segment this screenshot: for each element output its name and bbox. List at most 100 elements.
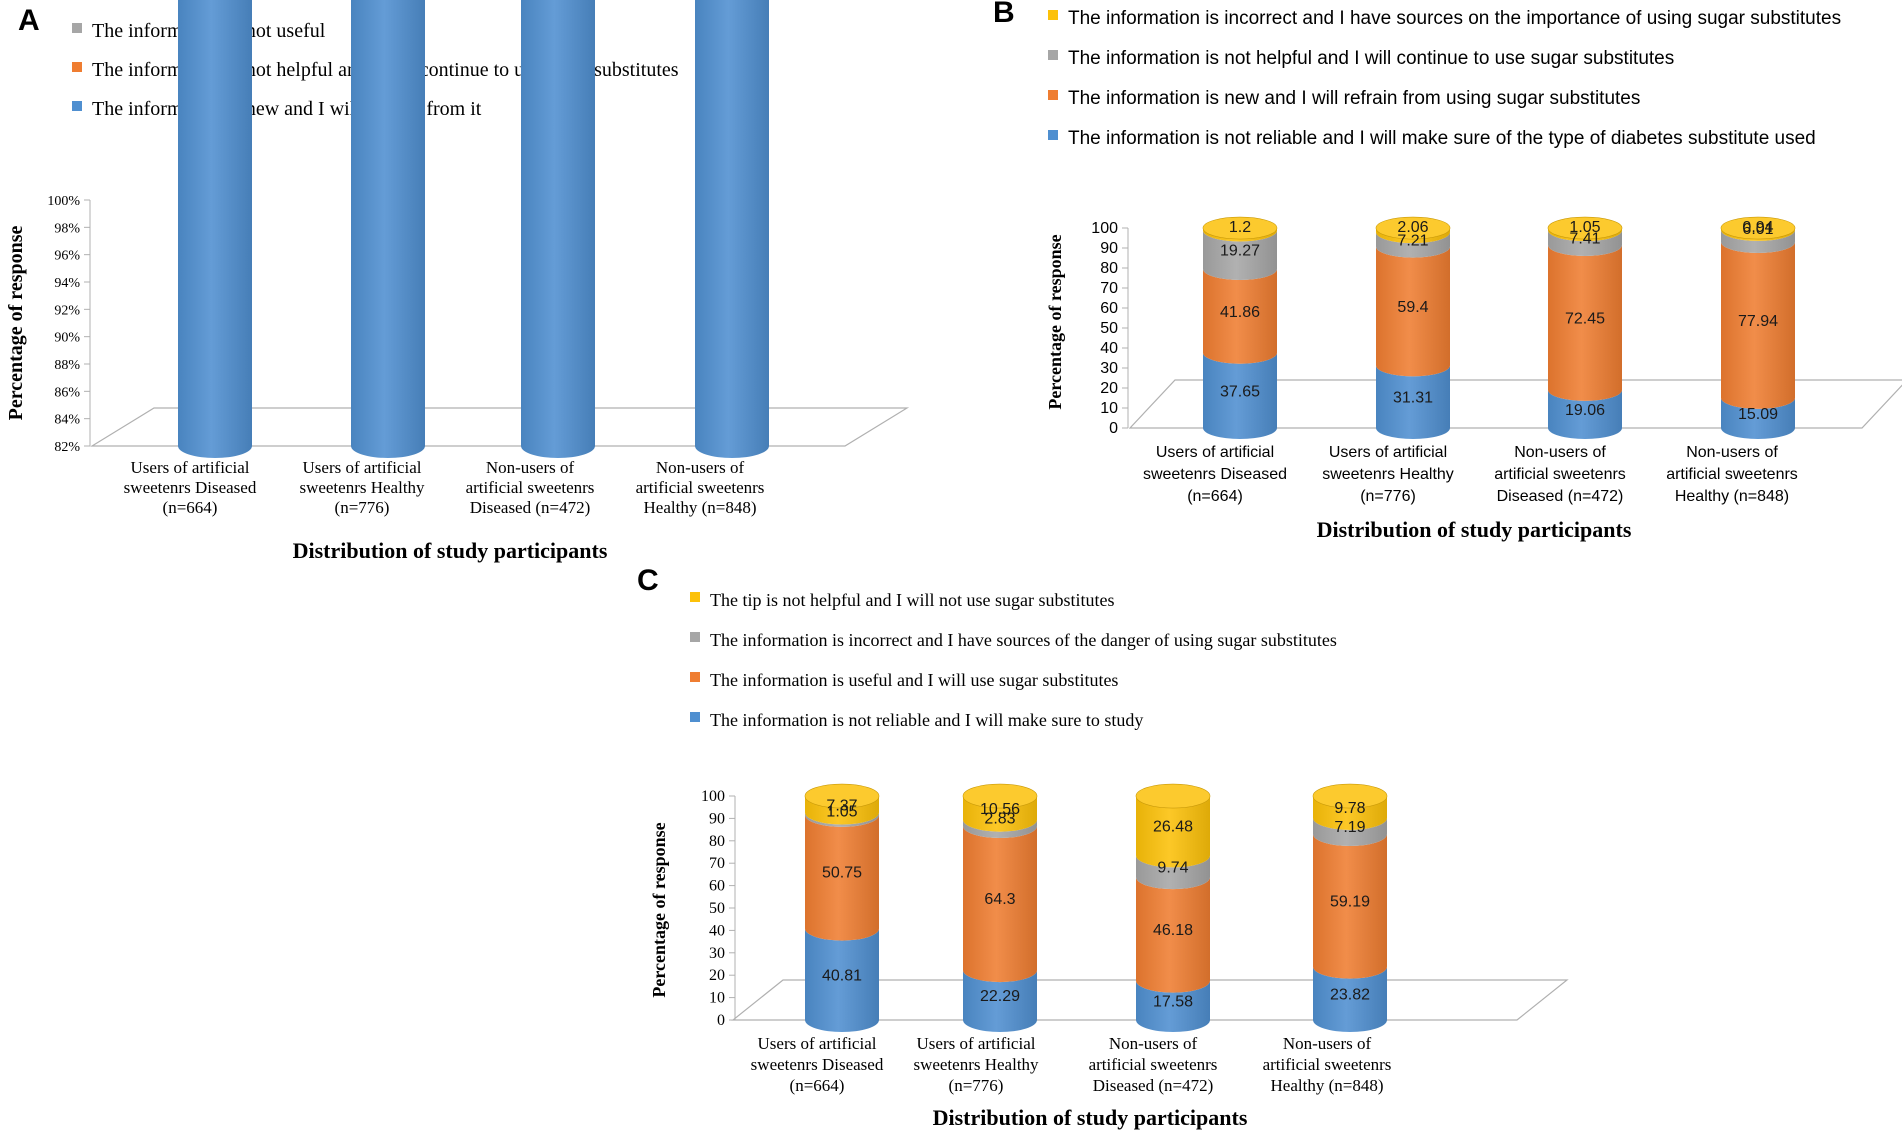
bar-segment: [1203, 228, 1277, 242]
bar-segment: [1376, 365, 1450, 439]
y-tick-label: 70: [709, 855, 725, 872]
bar-value-label: 15.09: [1738, 406, 1778, 423]
x-category-label: Non-users of: [656, 458, 745, 477]
x-category-label: Non-users of: [1109, 1034, 1198, 1053]
legend-entry: The information is not helpful and I wil…: [1068, 48, 1674, 69]
bar-value-label: 59.19: [1330, 893, 1370, 910]
legend-swatch: [1048, 50, 1058, 60]
bar-group: 93.814.251.93: [351, 0, 425, 458]
y-tick-label: 100: [1091, 220, 1118, 237]
y-tick-label: 90%: [54, 331, 80, 346]
y-tick-label: 88%: [54, 358, 80, 373]
bar-value-label: 9.78: [1334, 800, 1365, 817]
bar-segment: [351, 0, 425, 458]
legend-swatch: [1048, 130, 1058, 140]
bar-top-cap: [1135, 783, 1211, 809]
bar-value-label: 7.21: [1397, 232, 1428, 249]
panel-label: A: [18, 4, 40, 37]
y-axis-title: Percentage of response: [5, 225, 27, 420]
bar-value-label: 50.75: [822, 865, 862, 882]
bar-value-label: 6.01: [1742, 221, 1773, 238]
x-category-label: Healthy (n=848): [644, 498, 757, 517]
bar-group: 15.09 77.94 6.010.94: [1720, 216, 1796, 439]
bar-segment: [1313, 834, 1387, 979]
bar-value-label: 37.65: [1220, 383, 1260, 400]
bar-segment: [1548, 244, 1622, 401]
bar-segment: [1136, 980, 1210, 1032]
bar-group: 31.31 59.4 7.212.06: [1375, 216, 1451, 439]
bar-segment: [805, 928, 879, 1032]
y-tick-label: 98%: [54, 221, 80, 236]
x-category-label: Non-users of: [486, 458, 575, 477]
y-tick-label: 96%: [54, 249, 80, 264]
legend-entry: The information is incorrect and I have …: [1068, 8, 1841, 29]
y-tick-label: 86%: [54, 385, 80, 400]
x-category-label: (n=776): [949, 1076, 1004, 1095]
legend-entry: The information is useful and I will use…: [710, 670, 1118, 690]
bar-value-label: 22.29: [980, 988, 1020, 1005]
x-axis-title: Distribution of study participants: [1317, 517, 1632, 542]
y-tick-label: 40: [1100, 340, 1118, 357]
y-tick-label: 90: [709, 810, 725, 827]
bar-segment: [963, 826, 1037, 983]
bar-segment: [1376, 232, 1450, 258]
x-category-label: Non-users of: [1686, 444, 1778, 461]
bar-top-cap: [804, 783, 880, 809]
x-category-label: Users of artificial: [131, 458, 250, 477]
y-tick-label: 50: [1100, 320, 1118, 337]
y-tick-label: 20: [709, 967, 725, 984]
x-category-label: Healthy (n=848): [1675, 488, 1789, 505]
y-tick-label: 60: [1100, 300, 1118, 317]
bar-value-label: 72.45: [1565, 310, 1605, 327]
bar-value-label: 41.86: [1220, 304, 1260, 321]
y-axis-title: Percentage of response: [1045, 234, 1065, 409]
chart-panel-b: B The information is incorrect and I have…: [993, 0, 1902, 542]
bar-value-label: 40.81: [822, 967, 862, 984]
x-category-label: sweetenrs Diseased: [751, 1055, 884, 1074]
legend-swatch: [690, 632, 700, 642]
bar-value-label: 26.48: [1153, 819, 1193, 836]
y-tick-label: 30: [1100, 360, 1118, 377]
bar-segment: [1203, 230, 1277, 280]
x-category-label: artificial sweetenrs: [1089, 1055, 1218, 1074]
legend-swatch: [72, 101, 82, 111]
bar-value-label: 10.56: [980, 801, 1020, 818]
x-category-label: sweetenrs Diseased: [1143, 466, 1287, 483]
bar-segment: [963, 819, 1037, 839]
x-category-label: artificial sweetenrs: [466, 478, 595, 497]
y-tick-label: 94%: [54, 276, 80, 291]
legend-swatch: [1048, 10, 1058, 20]
bar-value-label: 31.31: [1393, 390, 1433, 407]
x-category-label: (n=664): [1187, 488, 1243, 505]
bar-value-label: 17.58: [1153, 993, 1193, 1010]
y-tick-label: 82%: [54, 440, 80, 455]
y-tick-label: 84%: [54, 413, 80, 428]
y-tick-label: 0: [717, 1012, 725, 1029]
bar-segment: [1313, 966, 1387, 1032]
x-category-label: artificial sweetenrs: [1494, 466, 1626, 483]
bar-segment: [695, 0, 769, 458]
legend-entry: The information is new and I will refrai…: [1068, 88, 1640, 109]
bar-segment: [805, 814, 879, 941]
x-category-label: Diseased (n=472): [1093, 1076, 1214, 1095]
bar-segment: [1548, 389, 1622, 439]
legend-swatch: [690, 592, 700, 602]
bar-group: 97.991.290.7: [695, 0, 769, 458]
y-tick-label: 0: [1109, 420, 1118, 437]
y-tick-label: 10: [709, 990, 725, 1007]
x-axis-title: Distribution of study participants: [933, 1105, 1248, 1130]
legend-entry: The information is incorrect and I have …: [710, 630, 1337, 650]
legend-swatch: [72, 62, 82, 72]
bar-group: 40.81 50.75 1.057.37: [804, 783, 880, 1032]
legend-entry: The information is not reliable and I wi…: [710, 710, 1143, 730]
x-category-label: artificial sweetenrs: [636, 478, 765, 497]
bar-segment: [1136, 877, 1210, 993]
x-category-label: (n=776): [335, 498, 390, 517]
x-axis-title: Distribution of study participants: [293, 538, 608, 563]
y-tick-label: 50: [709, 900, 725, 917]
y-tick-label: 92%: [54, 303, 80, 318]
chart-panel-c: C The tip is not helpful and I will not u…: [637, 564, 1569, 1130]
y-tick-label: 30: [709, 945, 725, 962]
bar-segment: [1376, 228, 1450, 244]
bar-value-label: 59.4: [1397, 299, 1428, 316]
